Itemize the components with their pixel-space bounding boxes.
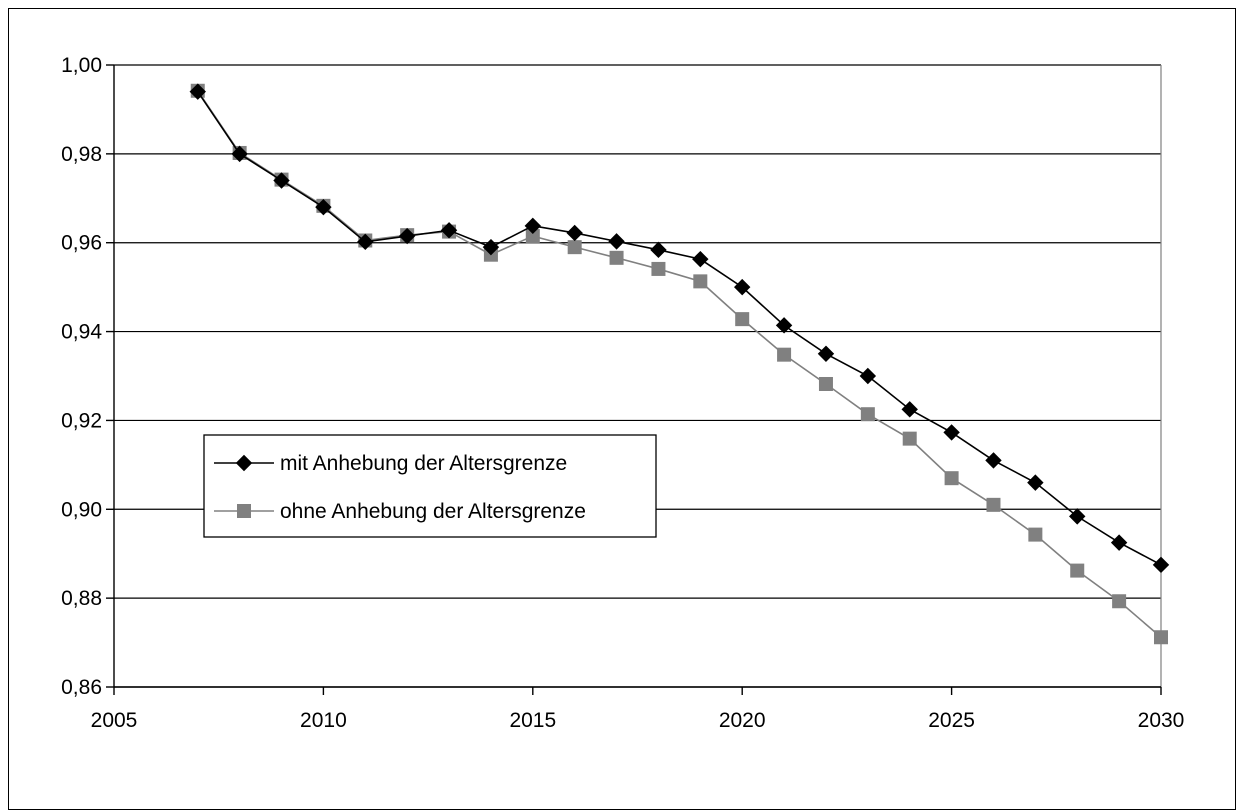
legend-marker: [237, 504, 251, 518]
data-point: [357, 233, 374, 251]
data-point: [1070, 563, 1085, 578]
y-tick-label: 0,86: [61, 676, 102, 699]
x-tick-label: 2005: [91, 709, 138, 732]
legend-label: ohne Anhebung der Altersgrenze: [280, 500, 586, 523]
data-point: [231, 145, 248, 163]
data-point: [1027, 474, 1044, 491]
data-point: [524, 217, 542, 235]
legend: mit Anhebung der Altersgrenze ohne Anhebu…: [203, 434, 657, 538]
data-point: [943, 424, 960, 441]
data-point: [1154, 630, 1168, 645]
data-point: [693, 274, 708, 289]
y-tick-label: 0,98: [61, 143, 102, 166]
axes: 0,86 0,88 0,90 0,92 0,94 0,96 0,98 1,00 2005 2010…: [61, 54, 1184, 732]
data-point: [985, 452, 1002, 469]
y-tick-label: 0,88: [61, 587, 102, 610]
line-chart: 0,86 0,88 0,90 0,92 0,94 0,96 0,98 1,00 2005 2010…: [61, 54, 1184, 732]
data-point: [1069, 508, 1086, 525]
data-point: [902, 431, 917, 446]
data-point: [986, 497, 1001, 512]
legend-marker: [235, 454, 253, 472]
x-tick-label: 2015: [509, 709, 556, 732]
series-ohne-anhebung: [190, 83, 1168, 645]
data-point: [692, 250, 709, 268]
data-point: [859, 367, 877, 385]
y-tick-label: 1,00: [61, 54, 102, 77]
series-line: [197, 90, 1162, 638]
data-point: [482, 238, 500, 256]
x-tick-label: 2030: [1138, 709, 1185, 732]
data-point: [566, 224, 583, 242]
data-point: [440, 222, 458, 239]
x-tick-label: 2020: [719, 709, 766, 732]
y-tick-label: 0,90: [61, 498, 102, 521]
y-tick-label: 0,92: [61, 409, 102, 432]
data-point: [567, 240, 582, 255]
gridlines: [114, 64, 1161, 688]
y-tick-label: 0,96: [61, 232, 102, 255]
series-line: [197, 91, 1162, 566]
data-point: [608, 233, 625, 250]
data-point: [818, 376, 833, 391]
data-point: [944, 471, 959, 486]
data-point: [817, 345, 835, 362]
data-point: [315, 198, 332, 216]
data-point: [398, 227, 416, 245]
x-tick-label: 2025: [928, 709, 975, 732]
chart-frame: 0,86 0,88 0,90 0,92 0,94 0,96 0,98 1,00 2005 2010…: [8, 8, 1236, 810]
data-point: [1112, 594, 1127, 609]
data-point: [651, 261, 666, 276]
data-point: [777, 347, 792, 362]
data-point: [860, 407, 875, 422]
y-tick-label: 0,94: [61, 321, 102, 344]
x-tick-label: 2010: [300, 709, 347, 732]
data-point: [733, 278, 751, 296]
series-group: [189, 83, 1170, 645]
data-point: [1110, 534, 1128, 551]
data-point: [189, 83, 206, 100]
data-point: [901, 401, 918, 418]
data-point: [775, 317, 793, 334]
data-point: [735, 312, 750, 327]
legend-label: mit Anhebung der Altersgrenze: [280, 452, 567, 475]
series-mit-anhebung: [189, 83, 1170, 574]
data-point: [609, 250, 624, 265]
legend-box: [203, 434, 657, 538]
data-point: [1028, 527, 1043, 542]
data-point: [273, 172, 290, 189]
data-point: [650, 241, 667, 259]
data-point: [1152, 556, 1170, 574]
